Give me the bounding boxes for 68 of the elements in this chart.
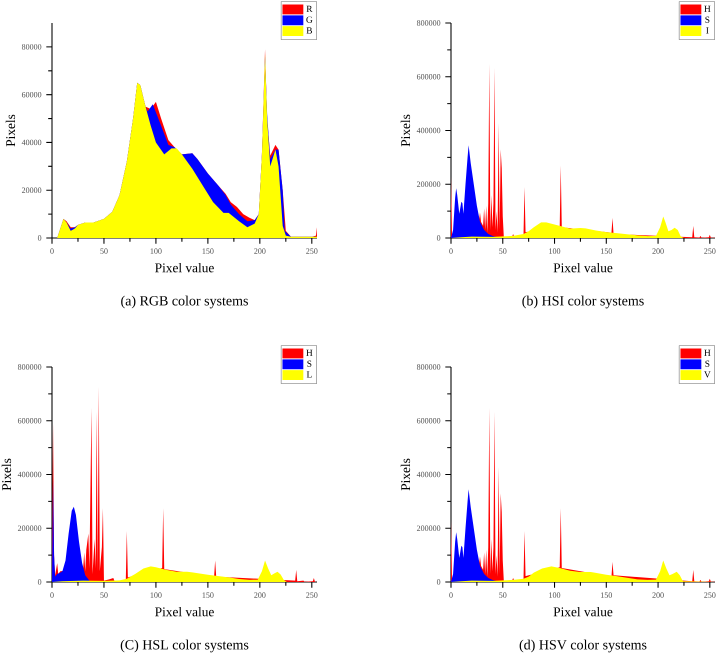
y-tick-label: 40000 — [22, 140, 42, 146]
y-tick-label: 80000 — [22, 44, 42, 50]
y-tick-label: 400000 — [18, 472, 42, 478]
y-tick-label: 0 — [38, 235, 42, 241]
legend-label: V — [704, 371, 711, 378]
y-tick-label: 0 — [436, 235, 440, 241]
x-tick-label: 100 — [549, 248, 560, 254]
x-tick-label: 150 — [202, 592, 214, 598]
legend-label: R — [306, 6, 312, 12]
x-tick-label: 0 — [449, 592, 453, 598]
x-tick-label: 200 — [652, 592, 664, 598]
y-tick-label: 200000 — [416, 526, 440, 531]
x-axis-title: Pixel value — [554, 262, 612, 272]
x-tick-label: 0 — [50, 592, 54, 598]
x-tick-label: 50 — [499, 248, 506, 254]
y-tick-label: 400000 — [416, 128, 440, 134]
y-tick-label: 60000 — [22, 92, 42, 98]
x-axis-title: Pixel value — [554, 606, 612, 616]
x-tick-label: 50 — [499, 592, 506, 598]
x-tick-label: 0 — [50, 248, 54, 254]
y-tick-label: 0 — [436, 579, 440, 585]
y-tick-label: 0 — [38, 579, 42, 585]
x-tick-label: 250 — [704, 248, 716, 254]
x-tick-label: 200 — [254, 592, 266, 598]
x-tick-label: 150 — [601, 248, 612, 254]
x-tick-label: 50 — [100, 248, 108, 254]
x-tick-label: 200 — [254, 248, 266, 254]
y-tick-label: 600000 — [416, 418, 440, 424]
x-tick-label: 150 — [601, 592, 612, 598]
y-tick-label: 800000 — [18, 364, 42, 370]
text: (a) RGB color systems — [121, 296, 248, 308]
x-tick-label: 250 — [704, 592, 716, 598]
y-tick-label: 20000 — [22, 188, 42, 193]
text: (b) HSI color systems — [522, 296, 644, 308]
x-tick-label: 150 — [202, 248, 214, 254]
x-tick-label: 100 — [150, 248, 162, 254]
x-tick-label: 200 — [652, 248, 664, 254]
y-tick-label: 600000 — [416, 74, 440, 80]
y-tick-label: 400000 — [416, 472, 440, 478]
x-axis-title: Pixel value — [155, 262, 214, 272]
x-tick-label: 250 — [306, 592, 318, 598]
legend-label: B — [306, 27, 312, 34]
y-tick-label: 200000 — [416, 182, 440, 187]
legend-label: S — [705, 360, 710, 367]
y-axis-title: Pixels — [2, 458, 12, 490]
x-tick-label: 100 — [150, 592, 162, 598]
legend-label: I — [706, 27, 709, 34]
x-tick-label: 100 — [549, 592, 560, 598]
legend-label: H — [306, 350, 312, 356]
legend-label: S — [705, 16, 710, 23]
x-axis-title: Pixel value — [155, 606, 214, 616]
legend-label: L — [306, 371, 312, 378]
x-tick-label: 0 — [449, 248, 453, 254]
text: (C) HSL color systems — [120, 640, 248, 652]
legend-label: H — [704, 6, 710, 12]
y-tick-label: 800000 — [416, 364, 440, 370]
y-axis-title: Pixels — [400, 114, 410, 146]
y-tick-label: 800000 — [416, 20, 440, 26]
y-tick-label: 600000 — [18, 418, 42, 424]
y-axis-title: Pixels — [400, 458, 410, 490]
y-tick-label: 200000 — [18, 526, 42, 531]
y-axis-title: Pixels — [6, 114, 16, 146]
text: (d) HSV color systems — [520, 640, 646, 652]
legend-label: G — [306, 16, 312, 23]
legend-label: H — [704, 350, 710, 356]
x-tick-label: 50 — [100, 592, 108, 598]
x-tick-label: 250 — [306, 248, 318, 254]
legend-label: S — [307, 360, 312, 367]
